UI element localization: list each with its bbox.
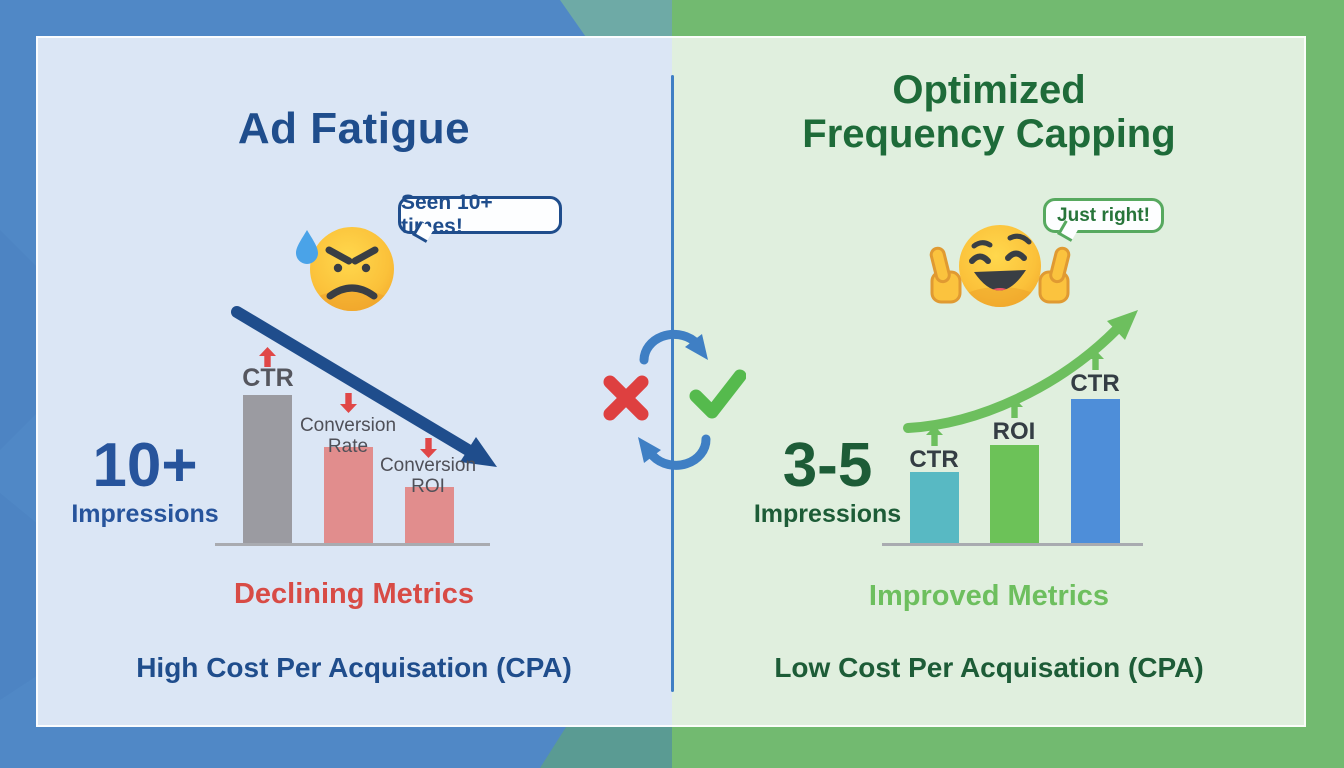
- speech-bubble-right-text: Just right!: [1057, 204, 1150, 226]
- trend-up-icon: [926, 426, 943, 446]
- cycle-arrow-bottom-icon: [638, 434, 711, 470]
- right-panel-title-line2: Frequency Capping: [802, 112, 1176, 156]
- bar-label-ctr-right-2: CTR: [1070, 370, 1120, 397]
- bar-roi-right: [990, 445, 1039, 543]
- impressions-label-left: Impressions: [71, 500, 219, 528]
- bar-label-ctr-right-1: CTR: [909, 446, 959, 473]
- right-panel: [672, 36, 1306, 727]
- trend-down-icon: [420, 438, 437, 458]
- left-chart-baseline: [215, 543, 490, 546]
- sweat-drop-icon: [296, 230, 318, 264]
- bar-conversion-rate: [324, 447, 373, 543]
- bar-conversion-roi: [405, 487, 454, 543]
- impressions-label-right: Impressions: [753, 500, 902, 528]
- low-cpa-caption: Low Cost Per Acquisation (CPA): [774, 652, 1204, 683]
- bar-label-roi-right: ROI: [992, 418, 1036, 445]
- bar-ctr-left: [243, 395, 292, 543]
- impressions-value-left: 10+: [92, 431, 198, 500]
- improved-metrics-caption: Improved Metrics: [868, 580, 1110, 612]
- speech-bubble-left: Seen 10+ times!: [398, 191, 562, 243]
- bar-ctr-right-2: [1071, 399, 1120, 543]
- check-icon: [689, 369, 746, 419]
- thumb-up-left-icon: [929, 246, 962, 304]
- right-chart-baseline: [882, 543, 1143, 546]
- bar-ctr-right-1: [910, 472, 959, 543]
- bar-label-conversion-roi: Conversion ROI: [379, 455, 477, 497]
- impressions-value-right: 3-5: [782, 431, 873, 500]
- cross-icon: [603, 375, 649, 421]
- declining-trend-arrow-icon: [231, 306, 497, 467]
- rising-trend-arrow-icon: [903, 310, 1138, 433]
- right-panel-title: Optimized Frequency Capping: [672, 68, 1306, 156]
- high-cpa-caption: High Cost Per Acquisation (CPA): [136, 652, 572, 683]
- trend-up-icon: [1006, 398, 1023, 418]
- declining-metrics-caption: Declining Metrics: [233, 578, 475, 610]
- speech-bubble-right: Just right!: [1043, 198, 1164, 242]
- bar-label-conversion-rate: Conversion Rate: [299, 415, 397, 457]
- trend-up-icon: [259, 347, 276, 367]
- trend-down-icon: [340, 393, 357, 413]
- trend-up-icon: [1087, 350, 1104, 370]
- right-panel-title-line1: Optimized: [892, 68, 1086, 112]
- bar-label-ctr-left: CTR: [242, 364, 294, 392]
- left-panel-title: Ad Fatigue: [237, 104, 471, 153]
- cycle-arrow-top-icon: [639, 329, 708, 365]
- thumb-up-right-icon: [1038, 246, 1071, 304]
- center-divider-line: [671, 75, 674, 692]
- angry-emoji-icon: [296, 227, 394, 311]
- happy-emoji-thumbs-up-icon: [929, 225, 1071, 307]
